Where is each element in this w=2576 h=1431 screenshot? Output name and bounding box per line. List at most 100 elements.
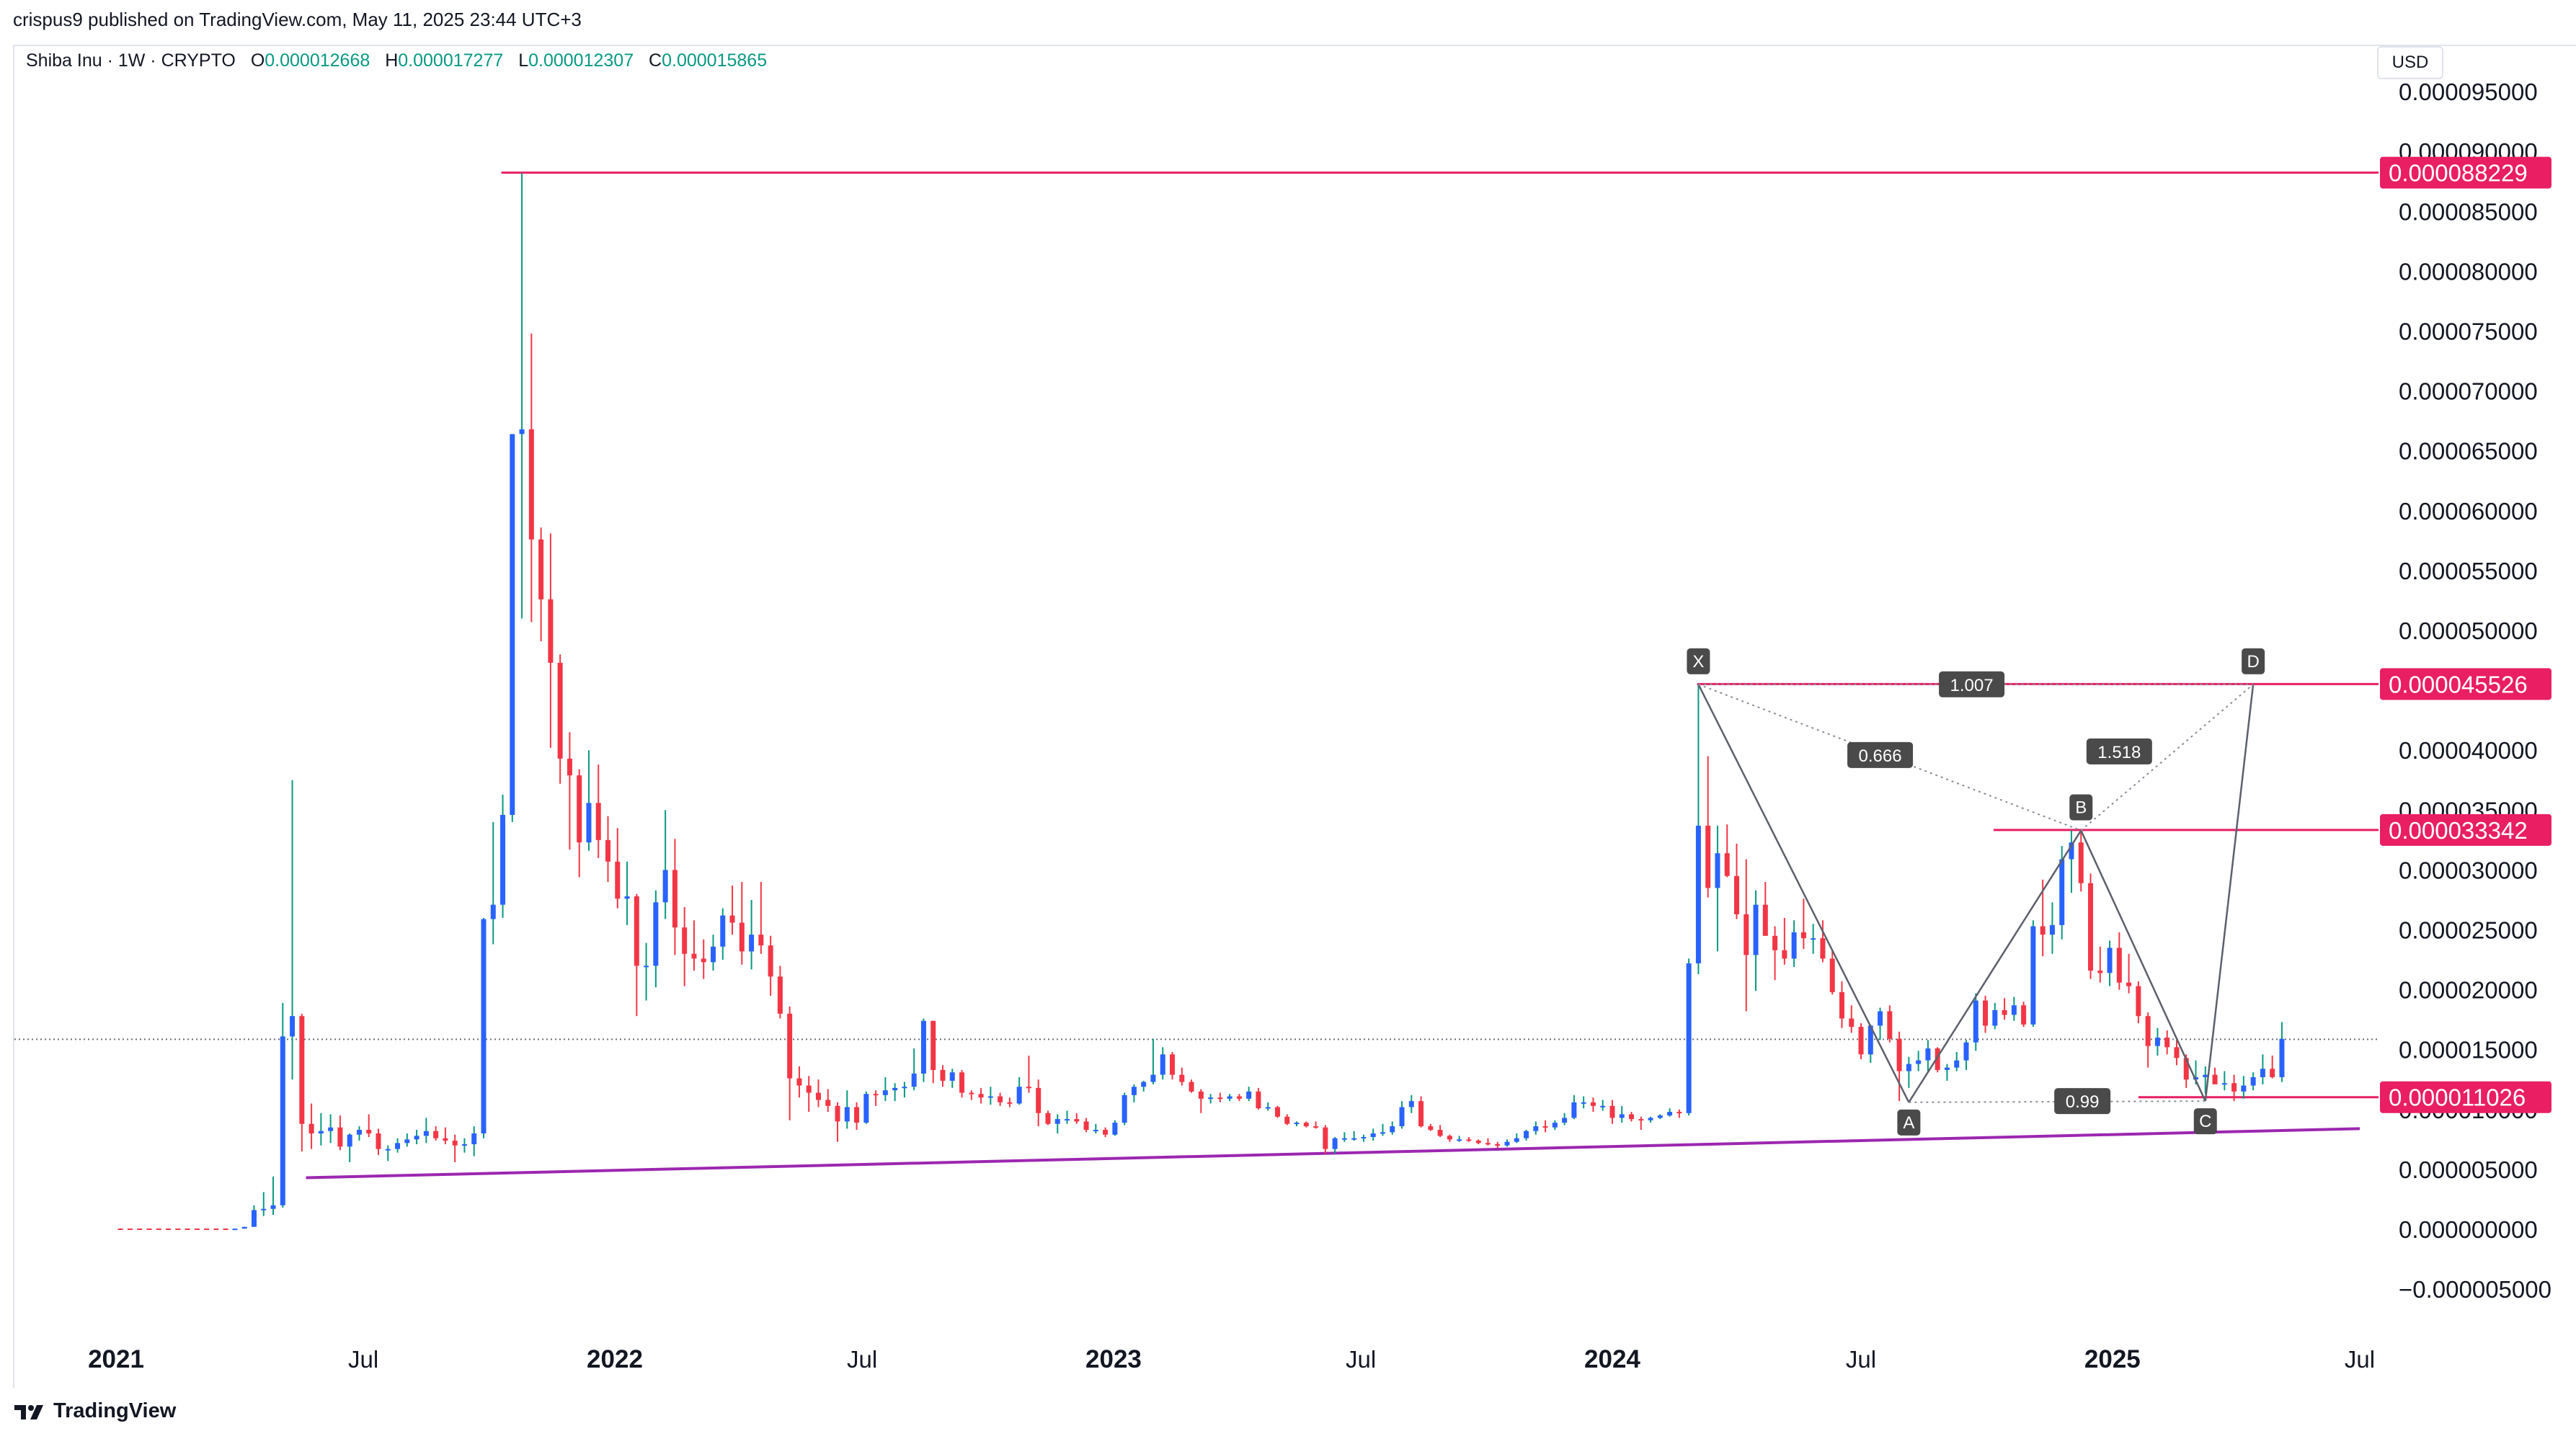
candle[interactable] [1590,1097,1596,1113]
candle[interactable] [290,780,296,1080]
candle[interactable] [758,882,764,954]
candle[interactable] [404,1133,410,1147]
candle[interactable] [1447,1134,1452,1142]
candle[interactable] [385,1145,391,1162]
candle[interactable] [2260,1054,2265,1084]
candle[interactable] [2078,830,2084,892]
candle[interactable] [1829,950,1835,995]
candle[interactable] [1867,1024,1873,1063]
candle[interactable] [1313,1121,1319,1129]
candle[interactable] [634,893,639,1017]
candle[interactable] [2002,998,2007,1020]
candle[interactable] [1265,1102,1271,1111]
candle[interactable] [2241,1076,2247,1099]
candle[interactable] [959,1069,965,1098]
candle[interactable] [892,1083,898,1102]
candle[interactable] [1150,1038,1156,1084]
candle[interactable] [1811,924,1816,954]
candle[interactable] [720,908,726,960]
candle[interactable] [2231,1074,2237,1102]
candle[interactable] [1341,1132,1347,1142]
candle[interactable] [500,794,506,918]
candle[interactable] [1284,1114,1290,1125]
pattern-point-b[interactable]: B [2069,794,2093,821]
candle[interactable] [2174,1040,2180,1066]
candle[interactable] [1399,1101,1405,1129]
candle[interactable] [2279,1022,2285,1082]
candle[interactable] [2069,830,2074,893]
candle[interactable] [1906,1056,1911,1088]
pattern-point-x[interactable]: X [1687,648,1710,674]
candle[interactable] [815,1079,821,1107]
pattern-point-d[interactable]: D [2242,648,2265,674]
candle[interactable] [2164,1030,2170,1055]
candle[interactable] [987,1087,993,1105]
candle[interactable] [1744,859,1749,1012]
candle[interactable] [318,1113,324,1146]
candle[interactable] [1944,1064,1950,1081]
candle[interactable] [768,935,773,996]
candle[interactable] [1581,1096,1586,1109]
candle[interactable] [433,1126,439,1141]
candle[interactable] [2203,1066,2208,1095]
candle[interactable] [1562,1113,1568,1125]
candle[interactable] [1332,1137,1338,1154]
candle[interactable] [1093,1123,1098,1134]
candle[interactable] [710,935,716,971]
candle[interactable] [1878,1007,1883,1040]
candle[interactable] [844,1090,850,1129]
candle[interactable] [1657,1114,1663,1120]
candle[interactable] [1676,1109,1682,1118]
candle[interactable] [567,732,572,850]
candle[interactable] [1667,1108,1673,1117]
candle[interactable] [1762,882,1768,936]
candle[interactable] [854,1102,860,1131]
price-level-tag[interactable]: 0.000011026 [2380,1081,2551,1113]
candle[interactable] [241,1226,247,1229]
candle[interactable] [1131,1084,1137,1102]
candle[interactable] [863,1091,869,1124]
candle[interactable] [2154,1027,2160,1056]
candle[interactable] [777,966,783,1019]
candle[interactable] [701,939,706,979]
candle[interactable] [471,1126,477,1156]
candle[interactable] [931,1020,936,1084]
support-trendline[interactable] [306,1127,2360,1180]
candle[interactable] [538,527,544,641]
candle[interactable] [490,821,496,945]
candle[interactable] [452,1134,458,1162]
candle[interactable] [662,810,668,919]
candle[interactable] [328,1114,334,1144]
candle[interactable] [1963,1040,1969,1070]
candle[interactable] [1074,1113,1080,1124]
candle[interactable] [825,1089,831,1113]
candle[interactable] [443,1127,448,1144]
candle[interactable] [1533,1121,1539,1135]
candle[interactable] [1274,1105,1280,1118]
candle[interactable] [1820,920,1826,963]
candle[interactable] [882,1076,888,1102]
candle[interactable] [644,942,649,1001]
candle[interactable] [1160,1047,1165,1080]
candle[interactable] [1849,1005,1855,1033]
candle[interactable] [376,1128,381,1155]
candle[interactable] [729,886,735,935]
candle[interactable] [1542,1120,1548,1133]
candle[interactable] [1466,1137,1472,1142]
candle[interactable] [586,750,592,851]
candle[interactable] [1475,1139,1481,1144]
candle[interactable] [2221,1071,2227,1091]
candle[interactable] [1380,1123,1385,1136]
candle[interactable] [1361,1134,1367,1142]
candle[interactable] [337,1115,343,1151]
candle[interactable] [1800,899,1806,950]
candle[interactable] [949,1069,955,1088]
candle[interactable] [902,1082,907,1098]
candle[interactable] [1887,1005,1893,1043]
candle[interactable] [1408,1095,1414,1113]
candle[interactable] [1294,1121,1300,1127]
candle[interactable] [1973,993,1978,1051]
candle[interactable] [1733,843,1739,919]
candle[interactable] [1418,1096,1424,1128]
candle[interactable] [978,1087,984,1104]
